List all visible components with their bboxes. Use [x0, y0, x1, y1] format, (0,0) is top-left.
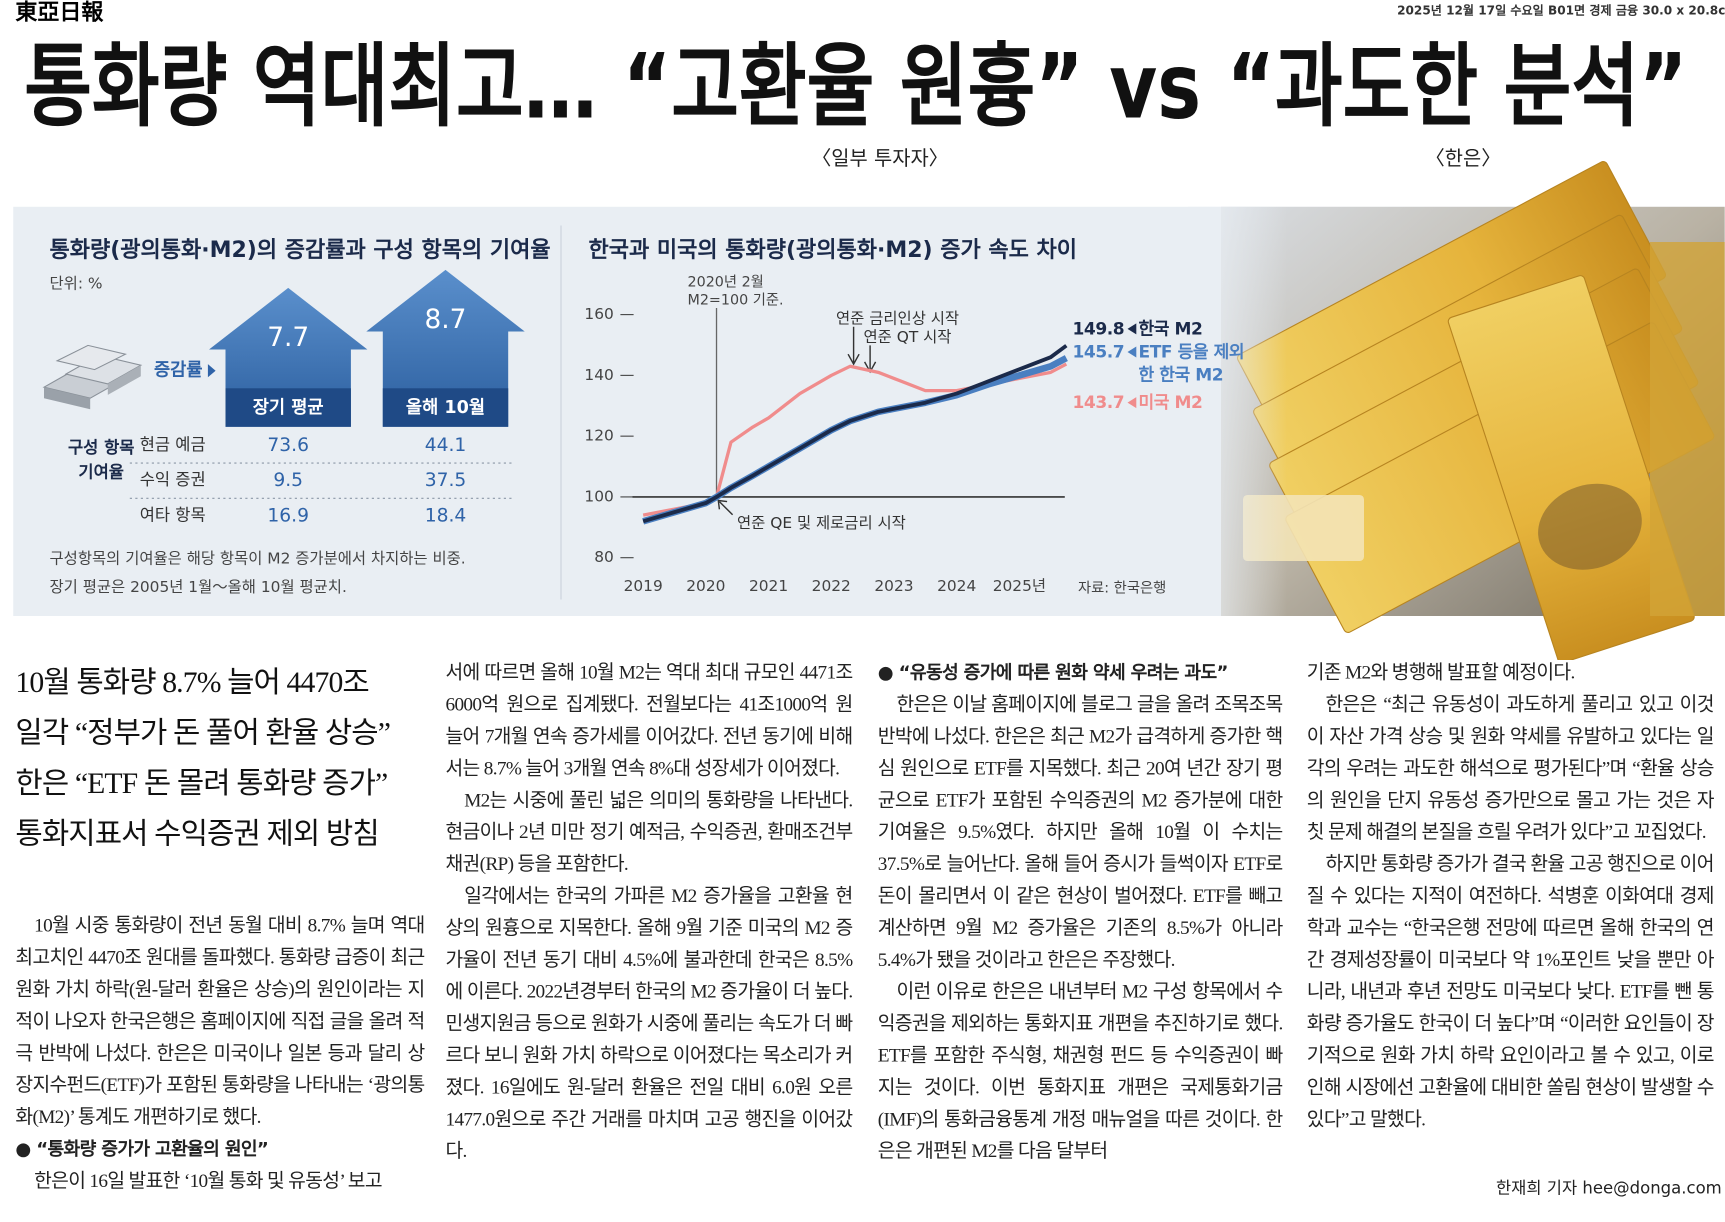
column: 10월 통화량 8.7% 늘어 4470조 일각 “정부가 돈 풀어 환율 상승…	[15, 657, 425, 1197]
annotation-arrow	[717, 499, 734, 516]
note: 구성항목의 기여율은 해당 항목이 M2 증가분에서 차지하는 비중.	[50, 549, 466, 567]
base-note: 2020년 2월	[688, 274, 764, 291]
paragraph: 한은은 “최근 유동성이 과도하게 풀리고 있고 이것이 자산 가격 상승 및 …	[1306, 693, 1715, 843]
row-label: 수익 증권	[140, 470, 206, 489]
value-label: 7.7	[267, 322, 309, 353]
column: 기존 M2와 병행해 발표할 예정이다. 한은은 “최근 유동성이 과도하게 풀…	[1306, 657, 1715, 1136]
x-tick-label: 2019	[624, 577, 663, 595]
pointer	[1127, 323, 1137, 335]
x-tick-label: 2025년	[993, 577, 1046, 595]
row-label: 여타 항목	[140, 505, 206, 524]
y-tick-label: 140	[584, 366, 613, 384]
paragraph: 서에 따르면 올해 10월 M2는 역대 최대 규모인 4471조6000억 원…	[445, 661, 854, 779]
table-value: 44.1	[425, 435, 467, 456]
row-label: 현금 예금	[140, 435, 206, 454]
table-value: 18.4	[425, 505, 467, 526]
paragraph: 한은은 이날 홈페이지에 블로그 글을 올려 조목조목 반박에 나섰다. 한은은…	[877, 693, 1283, 971]
table-value: 9.5	[273, 470, 303, 491]
end-value: 145.7	[1072, 342, 1125, 362]
y-tick-label: 120	[584, 427, 613, 445]
x-tick-label: 2020	[686, 577, 725, 595]
unit-label: 단위: %	[50, 274, 103, 292]
byline: 한재희 기자 hee@donga.com	[1496, 1174, 1722, 1202]
x-tick-label: 2024	[937, 577, 976, 595]
deck-line: 한은 “ETF 돈 몰려 통화량 증가”	[15, 766, 388, 800]
table-value: 73.6	[267, 435, 309, 456]
pointer	[207, 364, 216, 378]
value-label: 8.7	[425, 304, 467, 335]
column: ● “유동성 증가에 따른 원화 약세 우려는 과도” 한은은 이날 홈페이지에…	[878, 657, 1283, 1167]
legend-entry: 145.7 ETF 등을 제외한 한국 M2	[1073, 341, 1249, 387]
pointer	[1127, 397, 1137, 409]
paragraph: 하지만 통화량 증가가 결국 환율 고공 행진으로 이어질 수 있다는 지적이 …	[1306, 852, 1715, 1130]
label-band	[382, 388, 509, 427]
headline-source: 〈한은〉	[1425, 147, 1501, 170]
legend-entry: 143.7 미국 M2	[1073, 392, 1203, 415]
masthead-logo: 東亞日報	[15, 0, 104, 24]
category-label: 장기 평균	[253, 398, 324, 418]
top-section: 東亞日報 2025년 12월 17일 수요일 B01면 경제 금융 30.0 x…	[13, 0, 1725, 660]
paragraph: M2는 시중에 풀린 넓은 의미의 통화량을 나타낸다. 현금이나 2년 미만 …	[445, 788, 854, 875]
edition-info: 2025년 12월 17일 수요일 B01면 경제 금융 30.0 x 20.8…	[1397, 3, 1725, 18]
annotation: 연준 QT 시작	[864, 328, 952, 346]
x-tick-label: 2022	[812, 577, 851, 595]
category-label: 올해 10월	[406, 398, 485, 418]
x-tick-label: 2023	[874, 577, 913, 595]
label-band	[225, 388, 351, 427]
legend-label: 미국 M2	[1138, 392, 1203, 413]
paragraph: 10월 시중 통화량이 전년 동월 대비 8.7% 늘며 역대 최고치인 447…	[15, 914, 425, 1128]
paragraph: 이런 이유로 한은은 내년부터 M2 구성 항목에서 수익증권을 제외하는 통화…	[877, 980, 1283, 1162]
deck-line: 통화지표서 수익증권 제외 방침	[15, 817, 379, 851]
end-value: 143.7	[1072, 392, 1125, 413]
column: 서에 따르면 올해 10월 M2는 역대 최대 규모인 4471조6000억 원…	[445, 657, 854, 1167]
headline: 통화량 역대최고… “고환율 원흉” vs “과도한 분석”	[24, 34, 1687, 139]
base-note: M2=100 기준.	[688, 291, 784, 308]
annotation: 연준 QE 및 제로금리 시작	[737, 514, 906, 532]
legend-entry: 149.8 한국 M2	[1073, 318, 1203, 341]
growth-label: 증감률	[154, 361, 203, 381]
table-value: 16.9	[267, 505, 309, 526]
paragraph: 기존 M2와 병행해 발표할 예정이다.	[1306, 661, 1576, 684]
paragraph: 일각에서는 한국의 가파른 M2 증가율을 고환율 현상의 원흉으로 지목한다.…	[445, 884, 854, 1162]
annotation: 연준 금리인상 시작	[836, 310, 959, 328]
x-tick-label: 2021	[749, 577, 788, 595]
legend-label: ETF 등을 제외한 한국 M2	[1138, 342, 1245, 385]
subhead: ● “유동성 증가에 따른 원화 약세 우려는 과도”	[877, 662, 1229, 684]
headline-source: 〈일부 투자자〉	[812, 147, 949, 170]
deck-line: 10월 통화량 8.7% 늘어 4470조	[15, 665, 369, 699]
y-tick-label: 100	[584, 487, 613, 505]
note: 장기 평균은 2005년 1월～올해 10월 평균치.	[50, 578, 347, 596]
chart-title: 한국과 미국의 통화량(광의통화·M2) 증가 속도 차이	[589, 238, 1078, 263]
table-value: 37.5	[425, 470, 467, 491]
money-photo	[1188, 161, 1725, 660]
source: 자료: 한국은행	[1078, 580, 1166, 597]
series-line	[642, 344, 1068, 524]
y-tick-label: 160	[584, 305, 613, 323]
deck-line: 일각 “정부가 돈 풀어 환율 상승”	[15, 716, 391, 750]
pointer	[1127, 346, 1137, 358]
end-value: 149.8	[1072, 319, 1125, 339]
line-chart: 한국과 미국의 통화량(광의통화·M2) 증가 속도 차이 2020년 2월 M…	[584, 238, 1166, 597]
bar-arrow	[366, 269, 525, 427]
y-tick-label: 80	[594, 548, 614, 566]
subhead: ● “통화량 증가가 고환율의 원인”	[15, 1138, 269, 1160]
chart-title: 통화량(광의통화·M2)의 증감률과 구성 항목의 기여율	[50, 238, 551, 263]
table-title: 구성 항목 기여율	[67, 437, 135, 482]
silver-bars-icon	[42, 344, 143, 410]
bar-chart: 통화량(광의통화·M2)의 증감률과 구성 항목의 기여율 단위: % 증감률 …	[50, 238, 551, 596]
legend-label: 한국 M2	[1138, 319, 1203, 339]
paragraph: 한은이 16일 발표한 ‘10월 통화 및 유동성’ 보고	[34, 1169, 382, 1192]
annotation-arrow	[847, 326, 860, 366]
